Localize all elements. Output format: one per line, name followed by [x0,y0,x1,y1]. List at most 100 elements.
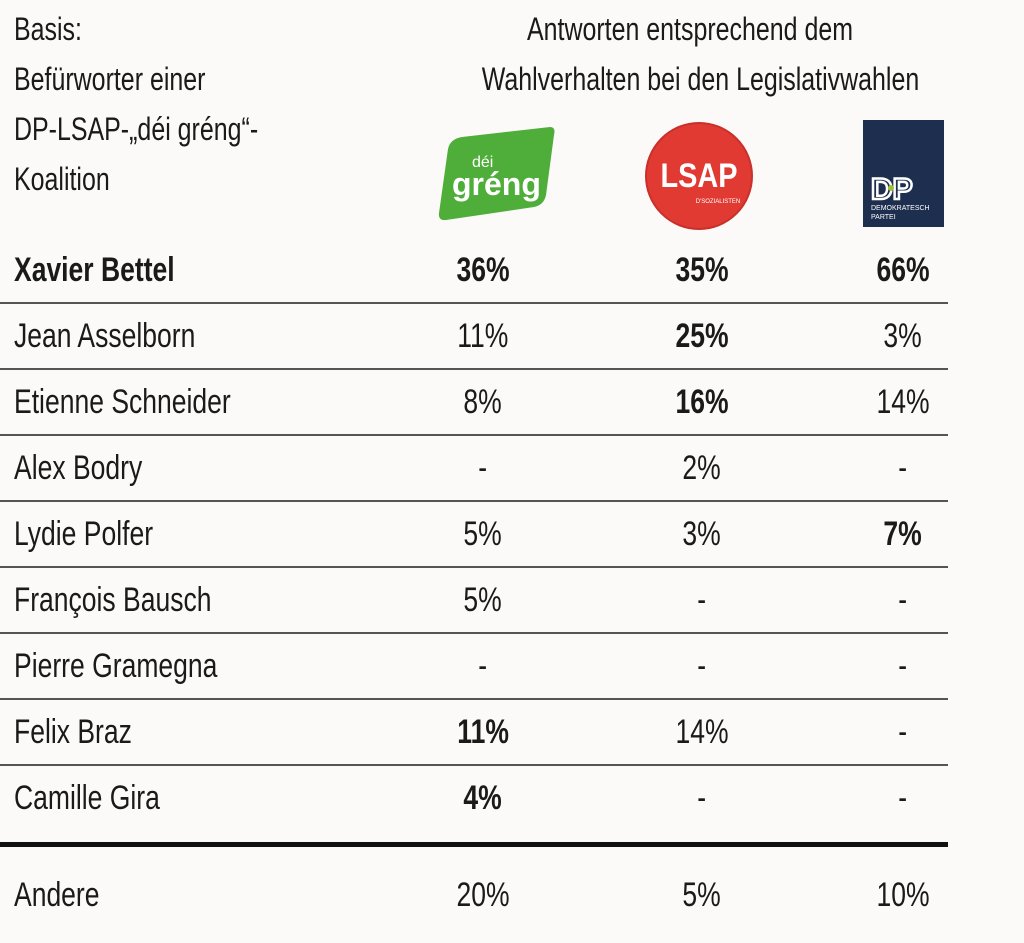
value-cell: 20% [423,847,543,943]
column-group-header: Antworten entsprechend dem Wahlverhalten… [420,4,960,104]
value-text: 2% [682,449,722,487]
value-cell: 5% [642,847,762,943]
value-cell: 5% [423,568,543,632]
candidate-name: Andere [14,847,124,943]
value-cell: - [642,568,762,632]
value-cell: - [843,634,963,698]
value-text: 14% [675,713,729,751]
value-text: 5% [463,581,503,619]
candidate-name: Xavier Bettel [14,238,220,302]
value-cell: - [642,766,762,830]
candidate-name-text: François Bausch [14,581,212,619]
candidate-name: Pierre Gramegna [14,634,275,698]
value-text: - [898,779,908,817]
logo-rect [863,120,944,227]
dei-greng-logo: déi gréng [438,127,556,221]
value-cell: - [642,634,762,698]
table-row: Camille Gira 4% - - [0,766,948,847]
value-cell: 7% [843,502,963,566]
value-text: - [697,581,707,619]
logo-shape [438,127,555,221]
value-text: 4% [463,779,503,817]
table-row: Lydie Polfer 5% 3% 7% [0,502,948,568]
basis-line: Befürworter einer [14,61,206,97]
table-row: Xavier Bettel 36% 35% 66% [0,238,948,304]
candidate-name-text: Lydie Polfer [14,515,154,553]
candidate-name-text: Felix Braz [14,713,132,751]
lsap-logo: LSAP D'SOZIALISTEN [644,121,754,231]
value-cell: - [423,436,543,500]
basis-note: Basis: Befürworter einer DP-LSAP-„déi gr… [14,4,327,204]
value-text: - [697,647,707,685]
value-cell: 3% [843,304,963,368]
value-text: 10% [876,876,930,914]
table-row: Alex Bodry - 2% - [0,436,948,502]
value-cell: 14% [642,700,762,764]
value-text: 14% [876,383,930,421]
value-cell: 36% [423,238,543,302]
value-text: - [697,779,707,817]
value-text: 36% [456,251,510,289]
candidate-name-text: Jean Asselborn [14,317,196,355]
logo-text-main: gréng [452,166,541,202]
basis-line: Basis: [14,11,82,47]
value-text: 16% [675,383,729,421]
value-text: 3% [682,515,722,553]
candidate-name: Felix Braz [14,700,165,764]
value-cell: 4% [423,766,543,830]
value-cell: 8% [423,370,543,434]
table-row: Felix Braz 11% 14% - [0,700,948,766]
candidate-name-text: Pierre Gramegna [14,647,218,685]
value-text: 3% [883,317,923,355]
basis-line: DP-LSAP-„déi gréng“- [14,111,259,147]
value-text: - [898,713,908,751]
logo-text-sub1: DEMOKRATESCH [871,205,930,212]
value-text: 11% [457,317,509,355]
value-cell: 16% [642,370,762,434]
table-row-total: Andere 20% 5% 10% [0,847,948,929]
results-table: Xavier Bettel 36% 35% 66% Jean Asselborn 11% 2… [0,238,948,929]
value-cell: - [843,568,963,632]
candidate-name-text: Etienne Schneider [14,383,231,421]
logo-circle [645,122,753,230]
header-line: Antworten entsprechend dem [526,11,854,47]
header-line: Wahlverhalten bei den Legislativwahlen [481,61,920,97]
logo-text-top: déi [472,154,493,171]
logo-text-main: LSAP [660,156,737,195]
value-cell: 35% [642,238,762,302]
value-cell: 2% [642,436,762,500]
candidate-name: Alex Bodry [14,436,178,500]
value-cell: 3% [642,502,762,566]
candidate-name: Jean Asselborn [14,304,247,368]
logo-text-sub2: PARTEI [871,214,896,221]
value-cell: 5% [423,502,543,566]
value-text: 7% [883,515,923,553]
value-text: - [898,647,908,685]
candidate-name-text: Camille Gira [14,779,160,817]
value-text: - [898,581,908,619]
table-row: Etienne Schneider 8% 16% 14% [0,370,948,436]
value-text: 5% [463,515,503,553]
value-cell: 11% [423,700,543,764]
table-row: Jean Asselborn 11% 25% 3% [0,304,948,370]
value-text: 11% [457,713,509,751]
candidate-name: Camille Gira [14,766,201,830]
candidate-name: François Bausch [14,568,267,632]
candidate-name-text: Alex Bodry [14,449,143,487]
value-cell: - [843,766,963,830]
table-row: François Bausch 5% - - [0,568,948,634]
candidate-name-text: Andere [14,876,100,914]
value-cell: 14% [843,370,963,434]
candidate-name: Lydie Polfer [14,502,192,566]
value-text: 25% [675,317,729,355]
value-text: 35% [675,251,729,289]
value-cell: 25% [642,304,762,368]
logo-dot [888,185,894,191]
logo-text-sub: D'SOZIALISTEN [696,199,741,205]
value-text: - [898,449,908,487]
value-text: 8% [463,383,503,421]
value-cell: - [843,436,963,500]
value-cell: 10% [843,847,963,943]
value-text: 5% [682,876,722,914]
table-row: Pierre Gramegna - - - [0,634,948,700]
